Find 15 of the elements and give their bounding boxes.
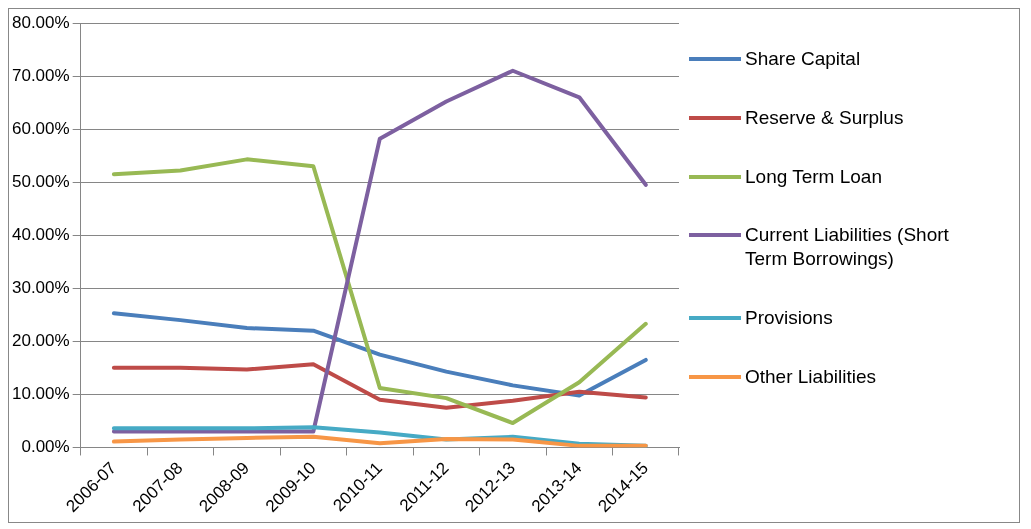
legend-label: Share Capital — [745, 47, 862, 71]
legend-label: Current Liabilities (Short Term Borrowings) — [745, 223, 950, 272]
y-tick-label: 70.00% — [11, 65, 70, 85]
y-tick-label: 60.00% — [11, 118, 70, 138]
legend-label: Other Liabilities — [745, 365, 877, 389]
legend-label: Long Term Loan — [745, 164, 883, 189]
y-tick-label: 40.00% — [11, 224, 70, 244]
y-tick-label: 50.00% — [11, 171, 70, 191]
y-tick-label: 10.00% — [11, 384, 70, 404]
y-tick-label: 30.00% — [11, 277, 70, 297]
y-tick-label: 80.00% — [11, 12, 70, 32]
y-tick-label: 0.00% — [21, 437, 70, 457]
y-tick-label: 20.00% — [11, 331, 70, 351]
legend-label: Provisions — [745, 306, 834, 331]
legend-label: Reserve & Surplus — [745, 105, 905, 130]
